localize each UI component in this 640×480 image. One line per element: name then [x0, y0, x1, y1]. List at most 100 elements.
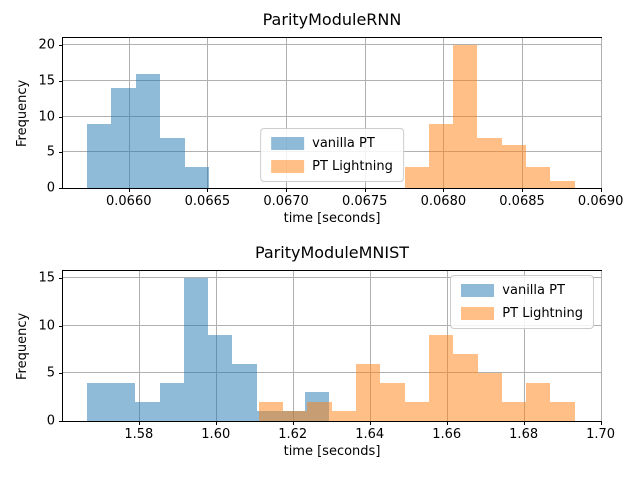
legend-label: PT Lightning [312, 159, 393, 174]
legend-label: vanilla PT [502, 283, 565, 298]
histogram-bar [501, 401, 527, 421]
gridline-vertical [523, 271, 525, 421]
y-tick-label: 0 [46, 413, 55, 429]
histogram-bar [258, 401, 284, 421]
y-axis-label: Frequency [15, 79, 30, 147]
legend-swatch-vanilla-pt [271, 137, 305, 150]
y-tick-mark [59, 325, 63, 327]
gridline-horizontal [63, 115, 601, 117]
gridline-vertical [292, 271, 294, 421]
histogram-bar [208, 335, 233, 421]
y-tick-label: 20 [38, 37, 55, 53]
x-tick-mark [364, 188, 366, 192]
histogram-bar [453, 45, 478, 188]
x-tick-label: 1.60 [201, 427, 231, 442]
y-tick-mark [59, 152, 63, 154]
x-tick-label: 1.58 [124, 427, 154, 442]
x-tick-mark [286, 188, 288, 192]
x-tick-label: 1.66 [432, 427, 462, 442]
histogram-bar [550, 401, 575, 421]
x-tick-mark [138, 421, 140, 425]
gridline-vertical [369, 271, 371, 421]
x-tick-mark [207, 188, 209, 192]
histogram-bar [428, 123, 454, 188]
histogram-bar [159, 382, 184, 421]
y-tick-mark [59, 188, 63, 189]
histogram-bar [501, 145, 526, 188]
x-tick-label: 0.0675 [341, 194, 388, 209]
x-tick-mark [443, 188, 445, 192]
gridline-vertical [138, 271, 140, 421]
y-tick-mark [59, 421, 63, 422]
gridline-vertical [443, 38, 445, 188]
gridline-vertical [286, 38, 288, 188]
legend: vanilla PT PT Lightning [260, 128, 404, 182]
y-tick-mark [59, 45, 63, 47]
gridline-horizontal [63, 79, 601, 81]
y-tick-mark [59, 116, 63, 118]
gridline-vertical [600, 271, 602, 421]
x-tick-label: 0.0690 [577, 194, 624, 209]
x-tick-label: 0.0685 [499, 194, 545, 209]
y-tick-label: 5 [46, 365, 55, 381]
gridline-vertical [364, 38, 366, 188]
histogram-bar [404, 166, 429, 188]
gridline-horizontal [63, 44, 601, 46]
x-tick-label: 0.0660 [106, 194, 152, 209]
axes-parity-module-mnist: ParityModuleMNIST Frequency time [second… [15, 243, 615, 459]
x-tick-mark [215, 421, 217, 425]
legend-label: PT Lightning [502, 306, 583, 321]
x-tick-mark [523, 421, 525, 425]
histogram-bar [184, 166, 210, 188]
gridline-vertical [207, 38, 209, 188]
x-tick-mark [128, 188, 130, 192]
y-tick-label: 5 [46, 144, 55, 160]
legend-swatch-pt-lightning [461, 307, 495, 320]
x-axis-label: time [seconds] [283, 211, 381, 226]
histogram-bar [428, 335, 454, 421]
histogram-bar [283, 411, 308, 421]
y-tick-mark [59, 80, 63, 82]
histogram-bar [526, 382, 551, 421]
histogram-bar [160, 138, 185, 188]
x-tick-label: 1.70 [586, 427, 616, 442]
legend-label: vanilla PT [312, 136, 375, 151]
y-tick-mark [59, 278, 63, 280]
legend-item: PT Lightning [461, 304, 583, 323]
x-tick-mark [446, 421, 448, 425]
y-tick-label: 15 [38, 73, 55, 89]
y-tick-label: 10 [38, 318, 55, 334]
gridline-vertical [522, 38, 524, 188]
gridline-vertical [600, 38, 602, 188]
y-tick-mark [59, 373, 63, 375]
histogram-bar [525, 166, 551, 188]
axes-parity-module-rnn: ParityModuleRNN Frequency time [seconds]… [15, 10, 623, 226]
legend-item: PT Lightning [271, 157, 393, 176]
x-tick-mark [522, 188, 524, 192]
y-tick-label: 15 [38, 270, 55, 286]
histogram-bar [86, 123, 112, 188]
gridline-horizontal [63, 324, 601, 326]
histogram-bar [356, 363, 381, 421]
x-tick-label: 1.62 [278, 427, 308, 442]
histogram-bar [135, 73, 161, 188]
legend-item: vanilla PT [461, 281, 583, 300]
x-tick-label: 0.0680 [420, 194, 467, 209]
y-tick-label: 10 [38, 109, 55, 125]
histogram-bar [135, 401, 160, 421]
histogram-bar [111, 88, 136, 188]
histogram-bar [111, 382, 136, 421]
histogram-bar [232, 363, 257, 421]
histogram-bar [453, 354, 478, 421]
gridline-horizontal [63, 372, 601, 374]
chart-title: ParityModuleMNIST [254, 243, 410, 262]
histogram-bar [307, 401, 332, 421]
x-tick-mark [369, 421, 371, 425]
x-tick-mark [600, 421, 602, 425]
legend-swatch-pt-lightning [271, 160, 305, 173]
gridline-horizontal [63, 277, 601, 279]
histogram-bar [331, 411, 357, 421]
x-tick-label: 1.64 [355, 427, 385, 442]
chart-title: ParityModuleRNN [262, 10, 402, 29]
